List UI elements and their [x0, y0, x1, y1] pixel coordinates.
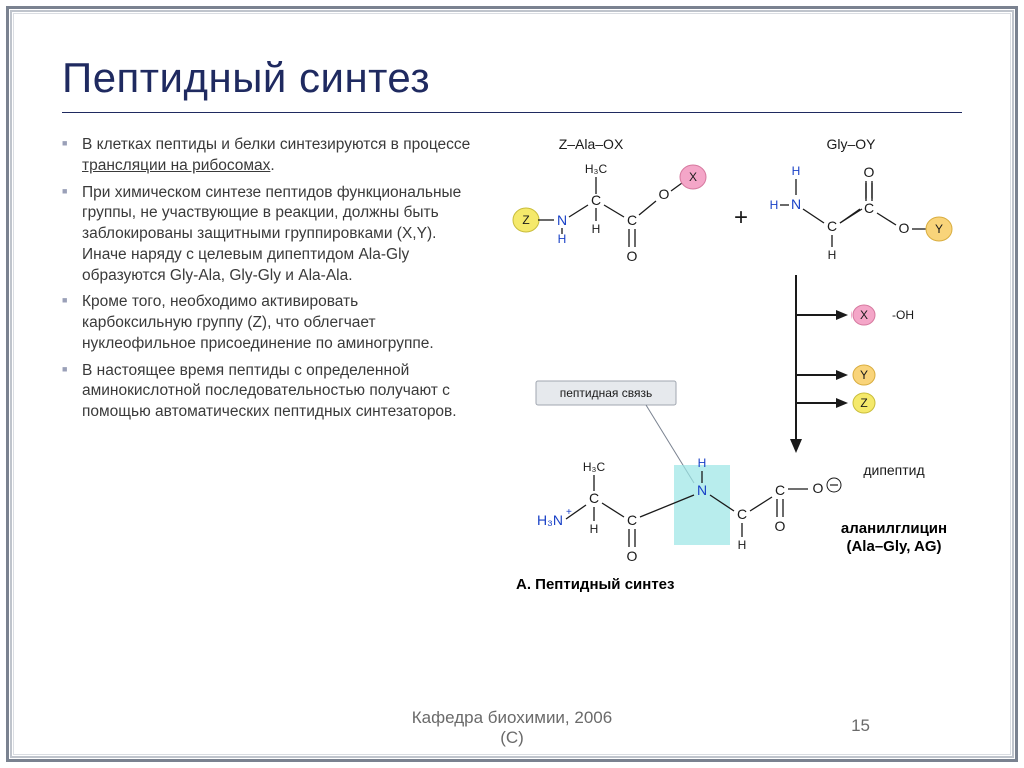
diagram-caption: А. Пептидный синтез [516, 576, 674, 593]
bond [569, 205, 588, 217]
product-name1: аланилглицин [841, 520, 947, 537]
atom-c: C [627, 512, 637, 528]
chem-diagram: Z–Ala–OX Gly–OY Z N H C H₃C [490, 135, 962, 615]
bullet-text: В клетках пептиды и белки синтезируются … [82, 136, 470, 153]
bullet-text: При химическом синтезе пептидов функцион… [82, 184, 461, 284]
atom-c: C [627, 212, 637, 228]
atom-o: O [775, 518, 786, 534]
atom-o: O [659, 186, 670, 202]
slide-title: Пептидный синтез [62, 54, 962, 113]
bullet-item: При химическом синтезе пептидов функцион… [62, 183, 472, 287]
arrowhead-icon [790, 439, 802, 453]
arrowhead-icon [836, 398, 848, 408]
atom-h3c: H₃C [583, 460, 606, 474]
atom-h: H [592, 222, 601, 236]
bullet-text: Кроме того, необходимо активировать карб… [82, 293, 434, 352]
atom-h: H [828, 248, 837, 262]
protect-z-label: Z [522, 213, 529, 227]
atom-o: O [627, 548, 638, 564]
bond [671, 183, 682, 191]
footer-copyright: (С) [500, 728, 524, 747]
atom-c: C [827, 218, 837, 234]
product-name2: (Ala–Gly, AG) [846, 538, 941, 555]
bullet-item: Кроме того, необходимо активировать карб… [62, 292, 472, 354]
product-label: дипептид [863, 462, 924, 478]
bullet-text: В настоящее время пептиды с определенной… [82, 362, 457, 421]
atom-o: O [899, 220, 910, 236]
outer-border: Пептидный синтез В клетках пептиды и бел… [6, 6, 1018, 762]
reactant2-label: Gly–OY [826, 136, 876, 152]
leaving-z-label: Z [860, 396, 867, 410]
footer-text: Кафедра биохимии, 2006 [412, 708, 612, 727]
atom-n: N [791, 196, 801, 212]
leaving-y-label: Y [860, 368, 868, 382]
arrowhead-icon [836, 370, 848, 380]
bullet-item: В настоящее время пептиды с определенной… [62, 361, 472, 423]
atom-h: H [590, 522, 599, 536]
atom-h: H [770, 198, 779, 212]
page-number: 15 [851, 716, 870, 736]
bullet-underline: трансляции на рибосомах [82, 157, 270, 174]
peptide-bond-label: пептидная связь [560, 386, 653, 400]
reactant1-structure: Z N H C H₃C H C [513, 162, 706, 264]
reactant1-label: Z–Ala–OX [559, 136, 624, 152]
atom-c: C [591, 192, 601, 208]
bond [604, 205, 624, 217]
bond [639, 201, 656, 215]
atom-n: N [697, 482, 707, 498]
atom-h: H [698, 456, 707, 470]
slide-frame: Пептидный синтез В клетках пептиды и бел… [0, 0, 1024, 768]
mid-border: Пептидный синтез В клетках пептиды и бел… [10, 10, 1014, 758]
atom-n: N [557, 212, 567, 228]
text-column: В клетках пептиды и белки синтезируются … [62, 135, 472, 620]
atom-o: O [627, 248, 638, 264]
leaving-y: Y [796, 365, 875, 385]
body-row: В клетках пептиды и белки синтезируются … [62, 135, 962, 620]
bond [602, 503, 624, 517]
atom-o: O [813, 480, 824, 496]
atom-h: H [738, 538, 747, 552]
atom-h: H [792, 164, 801, 178]
arrowhead-icon [836, 310, 848, 320]
bullet-text: . [270, 157, 274, 174]
atom-h3c: H₃C [585, 162, 608, 176]
atom-h: H [558, 232, 567, 246]
leaving-oh: -OH [892, 308, 914, 322]
bond [750, 497, 772, 511]
atom-c: C [589, 490, 599, 506]
protect-y-label: Y [935, 222, 943, 236]
atom-o: O [864, 164, 875, 180]
svg-text:X: X [860, 308, 868, 322]
bullet-list: В клетках пептиды и белки синтезируются … [62, 135, 472, 423]
svg-text:C: C [864, 200, 874, 216]
atom-c: C [737, 506, 747, 522]
inner-border: Пептидный синтез В клетках пептиды и бел… [13, 13, 1011, 755]
atom-c: C [775, 482, 785, 498]
leaving-z: Z [796, 393, 875, 413]
protect-x-label: X [689, 170, 697, 184]
diagram-column: Z–Ala–OX Gly–OY Z N H C H₃C [490, 135, 962, 620]
bullet-item: В клетках пептиды и белки синтезируются … [62, 135, 472, 177]
atom-h3n: H₃N [537, 512, 563, 528]
plus-icon: + [734, 204, 748, 231]
